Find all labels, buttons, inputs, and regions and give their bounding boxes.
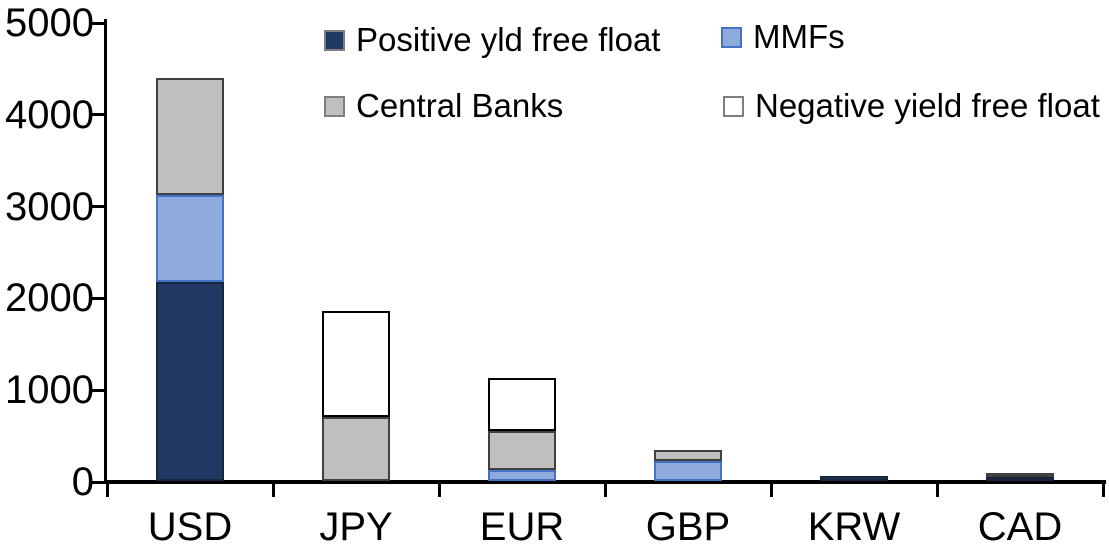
legend-swatch-negative-yield-free-float [723,95,744,117]
y-tick [90,388,104,392]
y-tick-label: 3000 [5,184,94,229]
x-tick [105,480,109,497]
legend-label: Negative yield free float [755,87,1100,124]
x-tick [271,480,275,497]
x-category-label-usd: USD [147,505,233,549]
x-tick [437,480,441,497]
bar-krw-segment-positive-yld-free-float [820,476,888,481]
x-tick [935,480,939,497]
x-tick [1101,480,1105,497]
bar-eur-segment-negative-yield-free-float [488,378,556,431]
y-tick [90,21,104,25]
y-tick-label: 0 [71,460,94,504]
y-tick [90,480,104,484]
bar-cad-segment-positive-yld-free-float [986,477,1054,482]
x-category-label-gbp: GBP [645,505,731,549]
x-category-label-krw: KRW [807,505,901,549]
bar-gbp-segment-central-banks [654,449,722,461]
bar-eur-segment-central-banks [488,430,556,470]
y-tick [90,113,104,117]
bar-jpy-segment-central-banks [322,416,390,481]
bar-eur-segment-mmfs [488,469,556,481]
legend-swatch-central-banks [324,95,345,117]
x-tick [603,480,607,497]
legend-entry-positive-yld-free-float: Positive yld free float [324,21,660,59]
y-tick-label: 5000 [5,1,94,45]
y-tick [90,205,104,209]
bar-jpy-segment-negative-yield-free-float [322,311,390,417]
legend-entry-negative-yield-free-float: Negative yield free float [723,87,1100,125]
bar-usd-segment-mmfs [156,194,224,282]
legend-label: Central Banks [356,87,564,124]
legend-entry-central-banks: Central Banks [324,87,563,125]
bar-gbp-segment-mmfs [654,460,722,481]
bar-cad-segment-central-banks [986,473,1054,478]
y-axis-line [104,19,107,484]
legend-label: Positive yld free float [356,21,661,58]
x-tick [769,480,773,497]
legend-entry-mmfs: MMFs [721,18,845,56]
x-category-label-cad: CAD [977,505,1063,549]
x-category-label-jpy: JPY [319,505,393,549]
y-tick-label: 2000 [5,276,94,321]
bar-usd-segment-positive-yld-free-float [156,281,224,481]
y-tick-label: 4000 [5,92,94,137]
legend-swatch-mmfs [721,26,742,48]
y-tick [90,296,104,300]
bar-usd-segment-central-banks [156,77,224,195]
legend-swatch-positive-yld-free-float [324,29,345,51]
y-tick-label: 1000 [5,368,94,413]
x-category-label-eur: EUR [479,505,565,549]
legend-label: MMFs [753,18,845,55]
